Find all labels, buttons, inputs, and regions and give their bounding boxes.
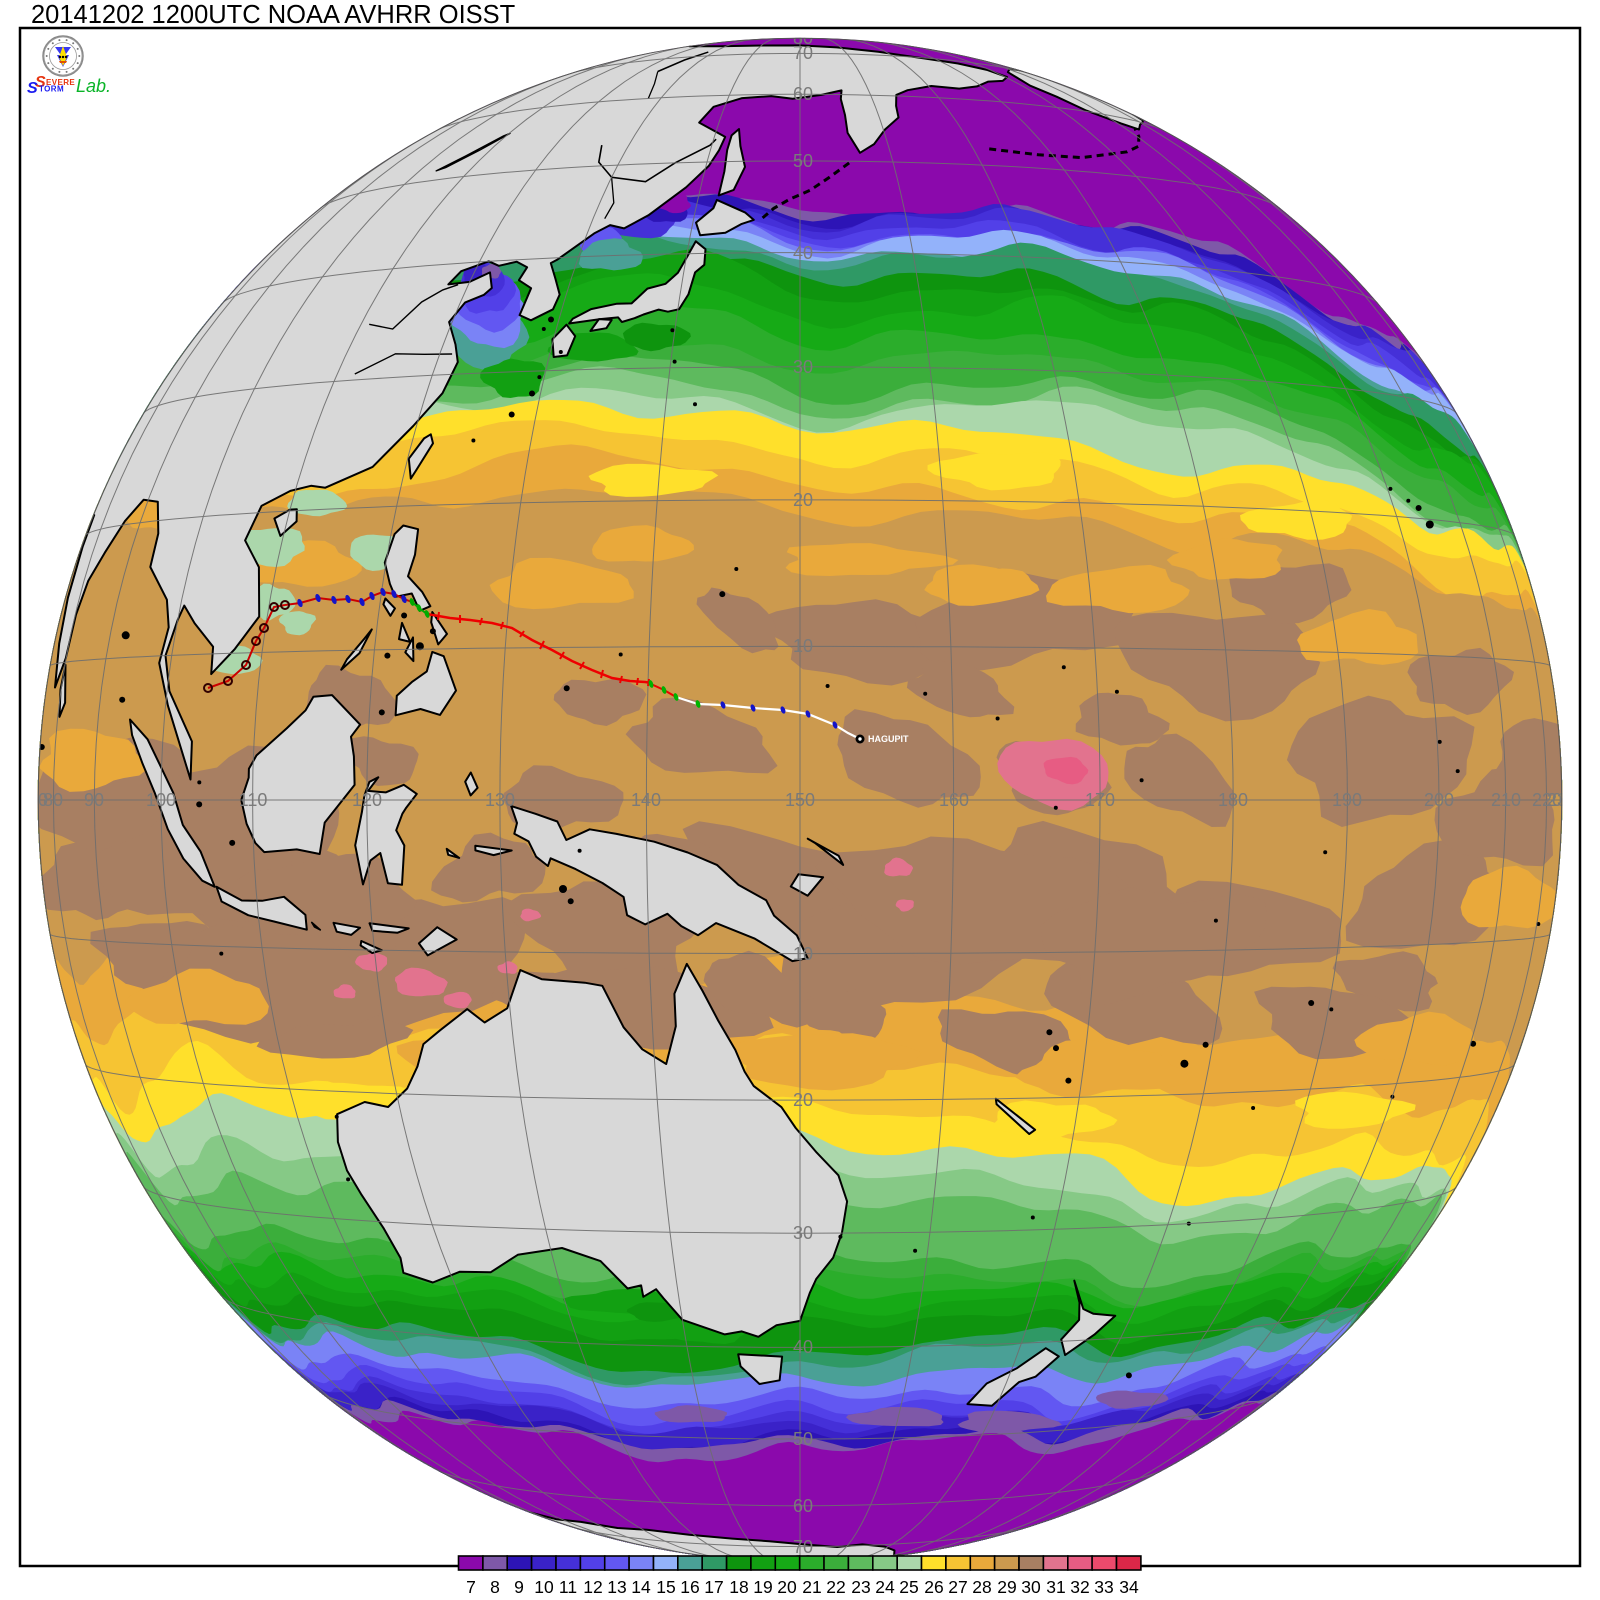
svg-text:29: 29 xyxy=(997,1577,1016,1597)
svg-text:20: 20 xyxy=(793,490,813,510)
svg-text:22: 22 xyxy=(826,1577,845,1597)
svg-text:10: 10 xyxy=(793,636,813,656)
svg-text:17: 17 xyxy=(704,1577,723,1597)
svg-text:34: 34 xyxy=(1119,1577,1139,1597)
svg-text:27: 27 xyxy=(948,1577,967,1597)
svg-text:50: 50 xyxy=(793,151,813,171)
svg-text:80: 80 xyxy=(43,790,63,810)
svg-text:Lab.: Lab. xyxy=(76,76,111,96)
svg-text:8: 8 xyxy=(490,1577,500,1597)
svg-text:16: 16 xyxy=(680,1577,699,1597)
svg-text:9: 9 xyxy=(514,1577,524,1597)
svg-text:28: 28 xyxy=(972,1577,991,1597)
svg-text:130: 130 xyxy=(485,790,515,810)
svg-text:11: 11 xyxy=(559,1577,577,1597)
svg-text:14: 14 xyxy=(631,1577,651,1597)
svg-text:20141202 1200UTC NOAA AVHRR OI: 20141202 1200UTC NOAA AVHRR OISST xyxy=(31,1,515,29)
svg-text:10: 10 xyxy=(534,1577,554,1597)
svg-text:60: 60 xyxy=(793,84,813,104)
svg-text:23: 23 xyxy=(851,1577,870,1597)
svg-text:70: 70 xyxy=(793,1537,813,1557)
svg-text:90: 90 xyxy=(84,790,104,810)
svg-text:10: 10 xyxy=(793,944,813,964)
svg-text:13: 13 xyxy=(607,1577,626,1597)
svg-text:180: 180 xyxy=(1218,790,1248,810)
svg-text:70: 70 xyxy=(28,790,48,810)
svg-text:40: 40 xyxy=(793,243,813,263)
svg-text:50: 50 xyxy=(793,1429,813,1449)
svg-text:70: 70 xyxy=(793,43,813,63)
svg-text:120: 120 xyxy=(352,790,382,810)
svg-text:21: 21 xyxy=(802,1577,821,1597)
svg-text:190: 190 xyxy=(1332,790,1362,810)
svg-text:60: 60 xyxy=(793,1496,813,1516)
svg-text:33: 33 xyxy=(1094,1577,1113,1597)
svg-text:80: 80 xyxy=(793,28,813,48)
svg-text:20: 20 xyxy=(777,1577,797,1597)
svg-text:220: 220 xyxy=(1532,790,1562,810)
svg-text:31: 31 xyxy=(1046,1577,1065,1597)
svg-text:24: 24 xyxy=(875,1577,895,1597)
svg-text:15: 15 xyxy=(656,1577,675,1597)
svg-text:12: 12 xyxy=(583,1577,602,1597)
svg-text:210: 210 xyxy=(1491,790,1521,810)
svg-text:TORM: TORM xyxy=(39,85,64,94)
svg-text:S: S xyxy=(35,74,46,91)
svg-text:30: 30 xyxy=(1021,1577,1041,1597)
svg-text:150: 150 xyxy=(785,790,815,810)
svg-text:19: 19 xyxy=(753,1577,772,1597)
svg-text:HAGUPIT: HAGUPIT xyxy=(868,734,909,744)
svg-text:230: 230 xyxy=(1547,790,1577,810)
svg-text:140: 140 xyxy=(631,790,661,810)
svg-text:20: 20 xyxy=(793,1090,813,1110)
svg-text:200: 200 xyxy=(1424,790,1454,810)
svg-text:18: 18 xyxy=(729,1577,748,1597)
svg-text:160: 160 xyxy=(939,790,969,810)
svg-text:S: S xyxy=(27,80,38,97)
svg-text:40: 40 xyxy=(793,1337,813,1357)
svg-text:110: 110 xyxy=(239,790,268,810)
svg-text:26: 26 xyxy=(924,1577,943,1597)
svg-text:170: 170 xyxy=(1085,790,1115,810)
svg-text:100: 100 xyxy=(146,790,176,810)
svg-text:30: 30 xyxy=(793,1223,813,1243)
svg-text:32: 32 xyxy=(1070,1577,1089,1597)
svg-text:7: 7 xyxy=(466,1577,476,1597)
svg-text:EVERE: EVERE xyxy=(46,78,75,87)
svg-text:25: 25 xyxy=(899,1577,918,1597)
svg-text:30: 30 xyxy=(793,357,813,377)
